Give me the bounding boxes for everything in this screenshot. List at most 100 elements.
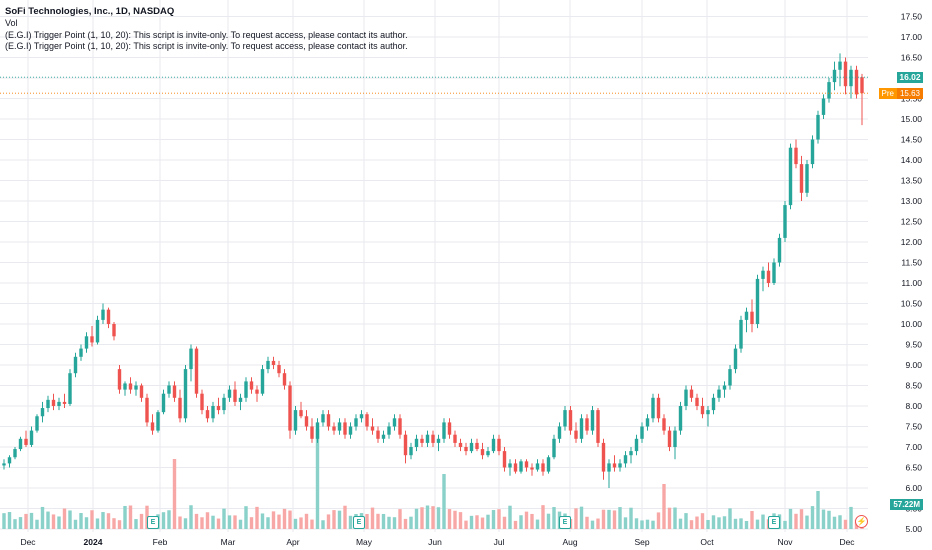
candle-body: [343, 422, 347, 435]
volume-bar: [634, 518, 639, 529]
volume-bar: [348, 515, 353, 529]
candle-body: [612, 463, 617, 468]
candle-body: [843, 61, 848, 87]
volume-indicator-label[interactable]: Vol: [5, 18, 18, 28]
candle-body: [293, 410, 298, 431]
indicator-label-2[interactable]: (E.G.I) Trigger Point (1, 10, 20): This …: [5, 41, 408, 51]
candle-body: [255, 389, 259, 394]
pre-label: Pre: [878, 88, 897, 99]
earnings-event-icon[interactable]: E: [353, 516, 365, 529]
last-price-tag: 16.02: [897, 72, 923, 83]
candle-body: [62, 401, 67, 404]
candle-body: [546, 457, 551, 472]
candle-body: [788, 147, 793, 206]
price-axis-tick: 6.00: [905, 483, 922, 493]
candle-body: [112, 324, 116, 337]
volume-bar: [299, 517, 303, 529]
dividend-event-icon[interactable]: ⚡: [855, 515, 868, 528]
candle-body: [739, 319, 743, 349]
earnings-event-icon[interactable]: E: [147, 516, 159, 529]
volume-bar: [244, 506, 248, 529]
volume-bar: [843, 519, 848, 529]
candle-body: [425, 434, 430, 443]
candle-body: [189, 348, 193, 370]
candle-body: [640, 426, 644, 439]
candle-body: [629, 451, 633, 456]
candle-body: [568, 410, 573, 431]
candle-body: [574, 430, 578, 439]
volume-bar: [29, 512, 34, 529]
volume-tag: 57.22M: [890, 499, 923, 510]
price-axis-tick: 6.50: [905, 463, 922, 473]
candle-body: [123, 383, 127, 390]
volume-bar: [651, 520, 655, 529]
indicator-label-1[interactable]: (E.G.I) Trigger Point (1, 10, 20): This …: [5, 30, 408, 40]
volume-bar: [84, 517, 89, 529]
candle-body: [348, 426, 353, 435]
candle-body: [233, 389, 237, 402]
volume-bar: [343, 505, 347, 529]
candle-body: [211, 406, 215, 419]
volume-bar: [458, 512, 463, 529]
volume-bar: [700, 513, 705, 529]
time-axis-tick: Aug: [562, 537, 577, 547]
candle-body: [68, 373, 72, 404]
volume-bar: [46, 511, 50, 529]
candle-body: [783, 205, 787, 238]
volume-bar: [486, 514, 490, 529]
volume-bar: [398, 509, 402, 529]
candle-body: [618, 463, 622, 468]
candle-body: [403, 434, 408, 456]
candle-body: [458, 442, 463, 447]
price-axis-tick: 14.50: [901, 135, 923, 145]
volume-bar: [574, 508, 578, 529]
volume-bar: [728, 508, 732, 529]
candle-body: [183, 369, 188, 419]
candle-body: [2, 463, 6, 466]
candle-body: [200, 393, 204, 411]
candle-body: [530, 467, 534, 470]
volume-bar: [271, 511, 276, 529]
volume-bar: [260, 513, 265, 529]
candle-body: [634, 438, 639, 452]
volume-bar: [810, 506, 815, 529]
candle-body: [420, 438, 424, 443]
earnings-event-icon[interactable]: E: [768, 516, 780, 529]
volume-bar: [51, 514, 56, 529]
earnings-event-icon[interactable]: E: [559, 516, 571, 529]
candle-body: [150, 422, 155, 431]
volume-bar: [381, 513, 386, 529]
candle-body: [106, 309, 111, 324]
volume-bar: [134, 519, 138, 529]
price-axis-tick: 7.00: [905, 442, 922, 452]
candle-body: [453, 434, 457, 443]
volume-bar: [629, 507, 633, 529]
candle-body: [101, 309, 105, 320]
volume-bar: [673, 507, 677, 529]
candle-body: [227, 389, 232, 398]
candle-body: [288, 385, 292, 431]
volume-bar: [117, 520, 122, 529]
price-axis-tick: 9.00: [905, 360, 922, 370]
candle-body: [519, 461, 523, 472]
chart-title[interactable]: SoFi Technologies, Inc., 1D, NASDAQ: [5, 6, 175, 17]
volume-bar: [95, 518, 100, 529]
time-axis-tick: Oct: [700, 537, 714, 547]
candle-body: [678, 406, 683, 431]
candle-body: [57, 401, 61, 406]
price-axis-tick: 9.50: [905, 340, 922, 350]
candle-body: [761, 270, 765, 279]
volume-bar: [205, 512, 210, 529]
time-axis-tick: Sep: [634, 537, 649, 547]
candle-body: [145, 397, 149, 423]
candle-body: [79, 348, 83, 357]
time-axis-tick: Jun: [428, 537, 442, 547]
volume-bar: [519, 515, 523, 529]
candle-body: [387, 426, 391, 435]
volume-bar: [662, 484, 666, 529]
time-axis-tick: Dec: [839, 537, 855, 547]
volume-bar: [293, 518, 298, 529]
candle-body: [816, 114, 820, 140]
volume-bar: [530, 513, 534, 529]
